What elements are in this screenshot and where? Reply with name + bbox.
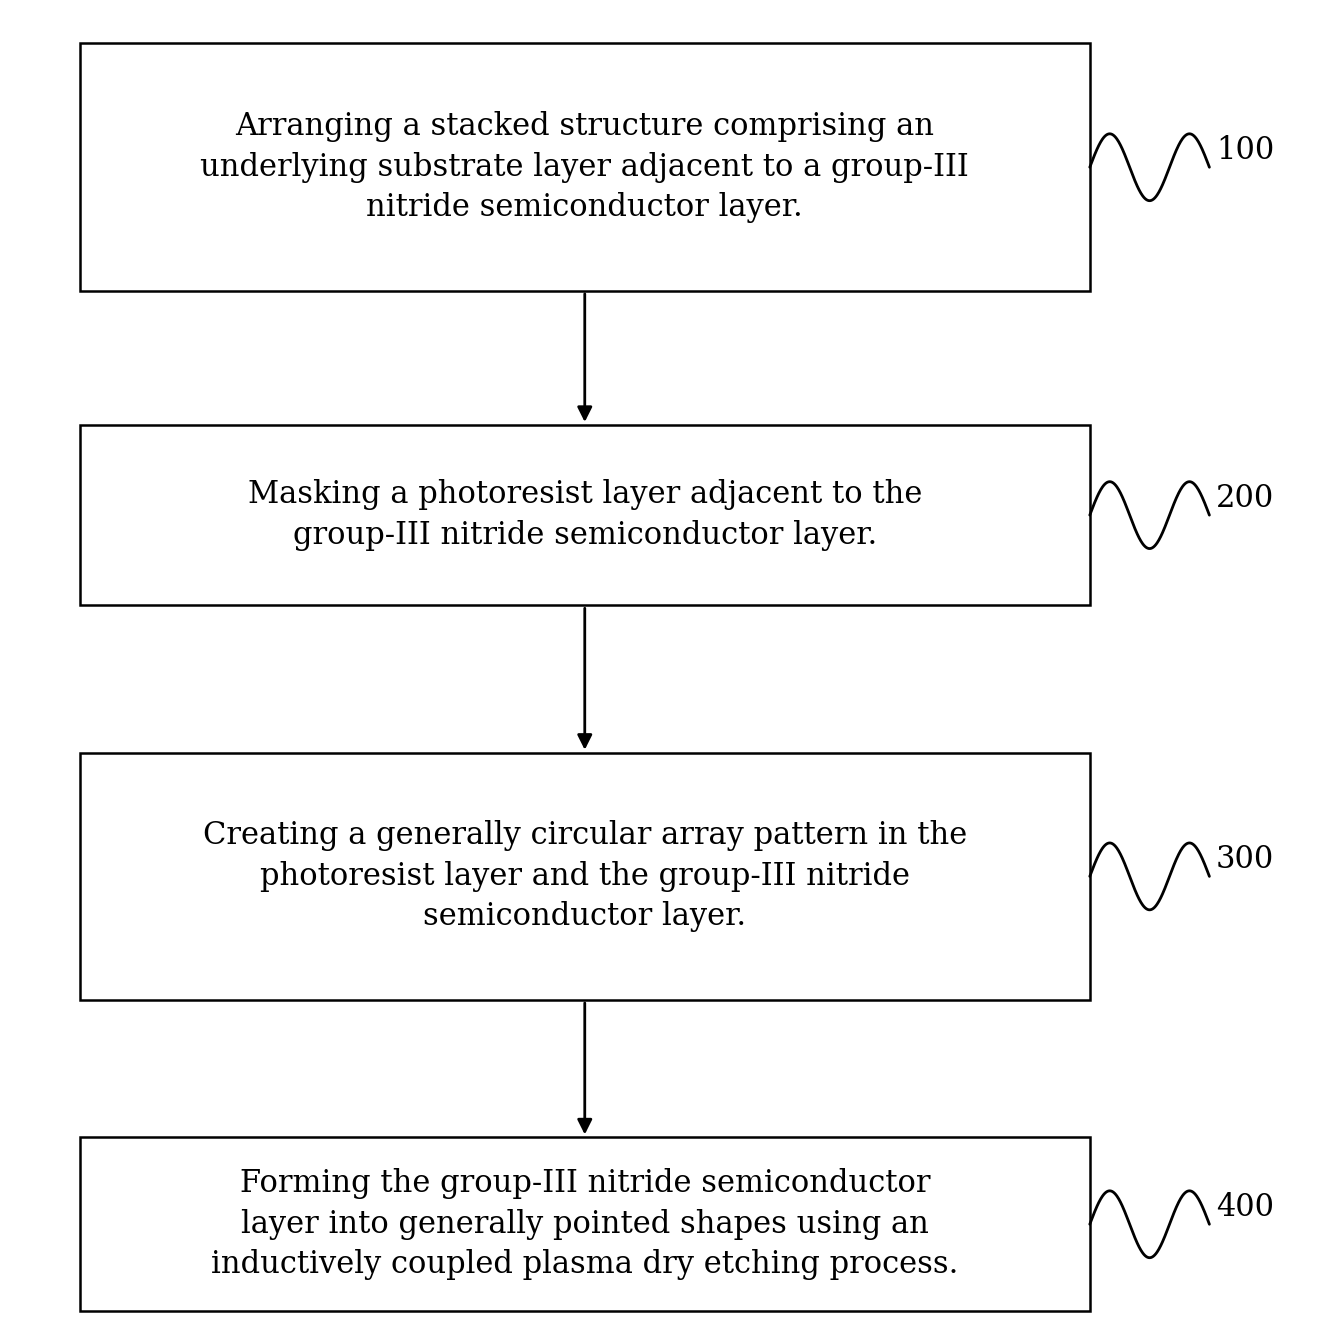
Text: Masking a photoresist layer adjacent to the
group-III nitride semiconductor laye: Masking a photoresist layer adjacent to … (247, 479, 922, 551)
Text: 200: 200 (1216, 483, 1275, 514)
Text: 300: 300 (1216, 844, 1275, 875)
Bar (80, 752, 1090, 1001)
Text: 400: 400 (1216, 1192, 1275, 1223)
Text: Arranging a stacked structure comprising an
underlying substrate layer adjacent : Arranging a stacked structure comprising… (201, 111, 969, 223)
Bar (80, 1137, 1090, 1311)
Text: Forming the group-III nitride semiconductor
layer into generally pointed shapes : Forming the group-III nitride semiconduc… (211, 1168, 958, 1280)
Text: Creating a generally circular array pattern in the
photoresist layer and the gro: Creating a generally circular array patt… (202, 820, 968, 933)
Text: 100: 100 (1216, 135, 1275, 166)
Bar (80, 425, 1090, 605)
Bar (80, 44, 1090, 292)
